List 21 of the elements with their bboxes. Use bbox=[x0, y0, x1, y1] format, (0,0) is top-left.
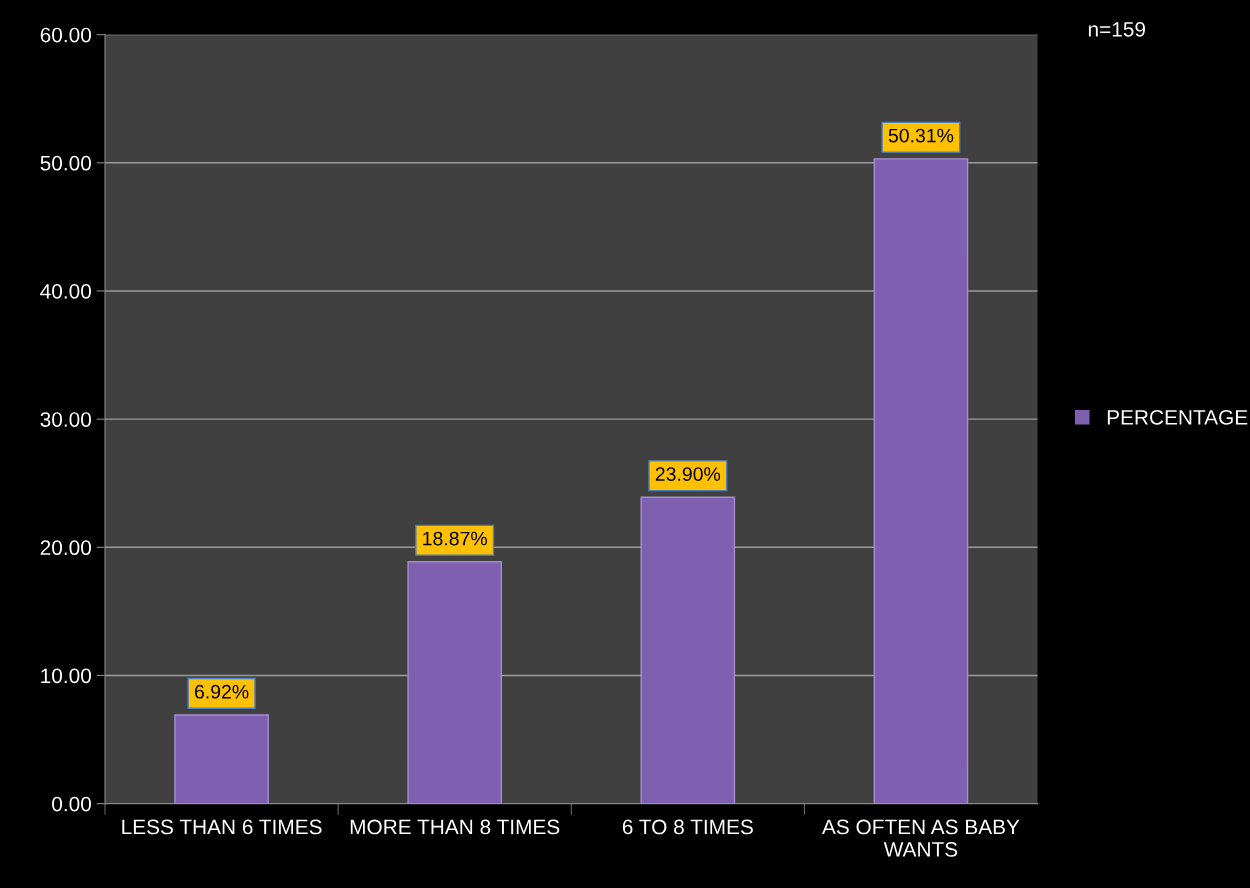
legend-label: PERCENTAGE bbox=[1107, 409, 1248, 425]
y-tick-label: 0.00 bbox=[52, 796, 91, 812]
x-tick-label: AS OFTEN AS BABY WANTS bbox=[821, 819, 1020, 857]
y-tick-label: 50.00 bbox=[40, 155, 91, 171]
data-label: 6.92% bbox=[194, 684, 249, 699]
bar bbox=[640, 496, 736, 804]
y-tick-label: 60.00 bbox=[40, 27, 91, 43]
data-label: 50.31% bbox=[888, 128, 954, 143]
bar bbox=[873, 158, 969, 804]
data-label: 18.87% bbox=[423, 531, 487, 546]
bar bbox=[407, 561, 503, 804]
y-tick-label: 20.00 bbox=[40, 540, 91, 556]
x-tick-label: MORE THAN 8 TIMES bbox=[350, 819, 560, 835]
data-label: 23.90% bbox=[655, 467, 721, 481]
y-tick-label: 10.00 bbox=[41, 668, 91, 684]
y-tick-label: 30.00 bbox=[40, 412, 91, 427]
x-tick-label: LESS THAN 6 TIMES bbox=[122, 819, 322, 835]
x-tick-label: 6 TO 8 TIMES bbox=[622, 819, 753, 835]
text: n=159 bbox=[1088, 21, 1146, 37]
y-tick-label: 40.00 bbox=[40, 283, 91, 299]
bar bbox=[174, 714, 269, 804]
